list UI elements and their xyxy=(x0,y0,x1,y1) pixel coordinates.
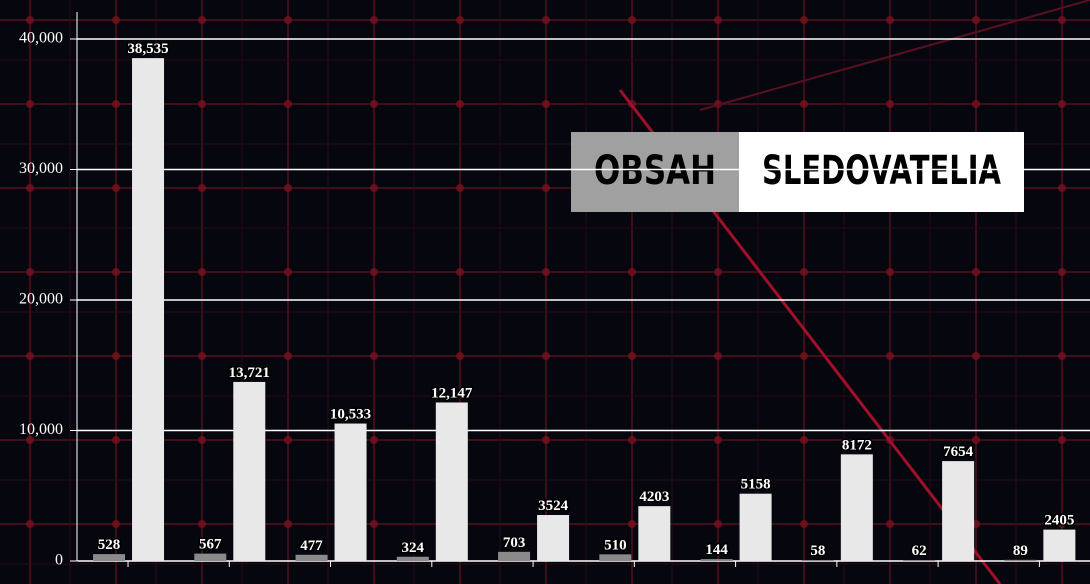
value-label: 4203 xyxy=(639,489,669,505)
value-label: 324 xyxy=(402,540,425,556)
value-label: 10,533 xyxy=(330,407,371,423)
bar xyxy=(739,493,772,561)
bar xyxy=(498,551,531,561)
legend-label: SLEDOVATELIA xyxy=(762,148,1001,194)
value-label: 5158 xyxy=(741,477,771,493)
bar xyxy=(132,58,165,561)
value-label: 38,535 xyxy=(127,41,168,57)
value-label: 477 xyxy=(300,538,323,554)
bar xyxy=(840,454,873,561)
value-label: 58 xyxy=(810,543,825,559)
decor-line xyxy=(699,0,1090,111)
bar xyxy=(194,553,227,561)
value-label: 703 xyxy=(503,535,526,551)
bar xyxy=(700,559,733,561)
y-tick-label: 40,000 xyxy=(19,30,63,47)
y-tick-label: 30,000 xyxy=(19,160,63,177)
bar xyxy=(599,554,632,561)
y-tick-label: 20,000 xyxy=(19,291,63,308)
bar xyxy=(93,554,126,561)
legend-swatch xyxy=(739,132,1024,212)
bar xyxy=(295,554,328,561)
bar xyxy=(638,506,671,561)
value-label: 567 xyxy=(199,537,222,553)
bar xyxy=(801,560,834,561)
bar xyxy=(396,556,429,561)
legend: OBSAH SLEDOVATELIA xyxy=(571,132,1024,212)
y-tick-label: 10,000 xyxy=(19,421,63,438)
value-label: 2405 xyxy=(1044,513,1074,529)
legend-swatch xyxy=(571,132,739,212)
value-label: 62 xyxy=(912,543,927,559)
value-label: 144 xyxy=(705,542,728,558)
value-label: 12,147 xyxy=(431,385,473,401)
value-label: 13,721 xyxy=(229,365,270,381)
y-tick-label: 0 xyxy=(55,552,63,569)
bar xyxy=(435,402,468,561)
value-label: 89 xyxy=(1013,543,1028,559)
value-label: 528 xyxy=(98,537,121,553)
bar xyxy=(1043,529,1076,561)
legend-label: OBSAH xyxy=(594,148,716,194)
value-label: 510 xyxy=(604,537,627,553)
value-label: 3524 xyxy=(538,498,569,514)
bar xyxy=(942,461,975,561)
bar xyxy=(903,560,936,561)
bar xyxy=(233,381,266,561)
value-label: 7654 xyxy=(943,444,974,460)
bar xyxy=(1004,559,1037,561)
value-label: 8172 xyxy=(842,437,872,453)
bar xyxy=(334,423,367,561)
bar xyxy=(537,515,570,561)
